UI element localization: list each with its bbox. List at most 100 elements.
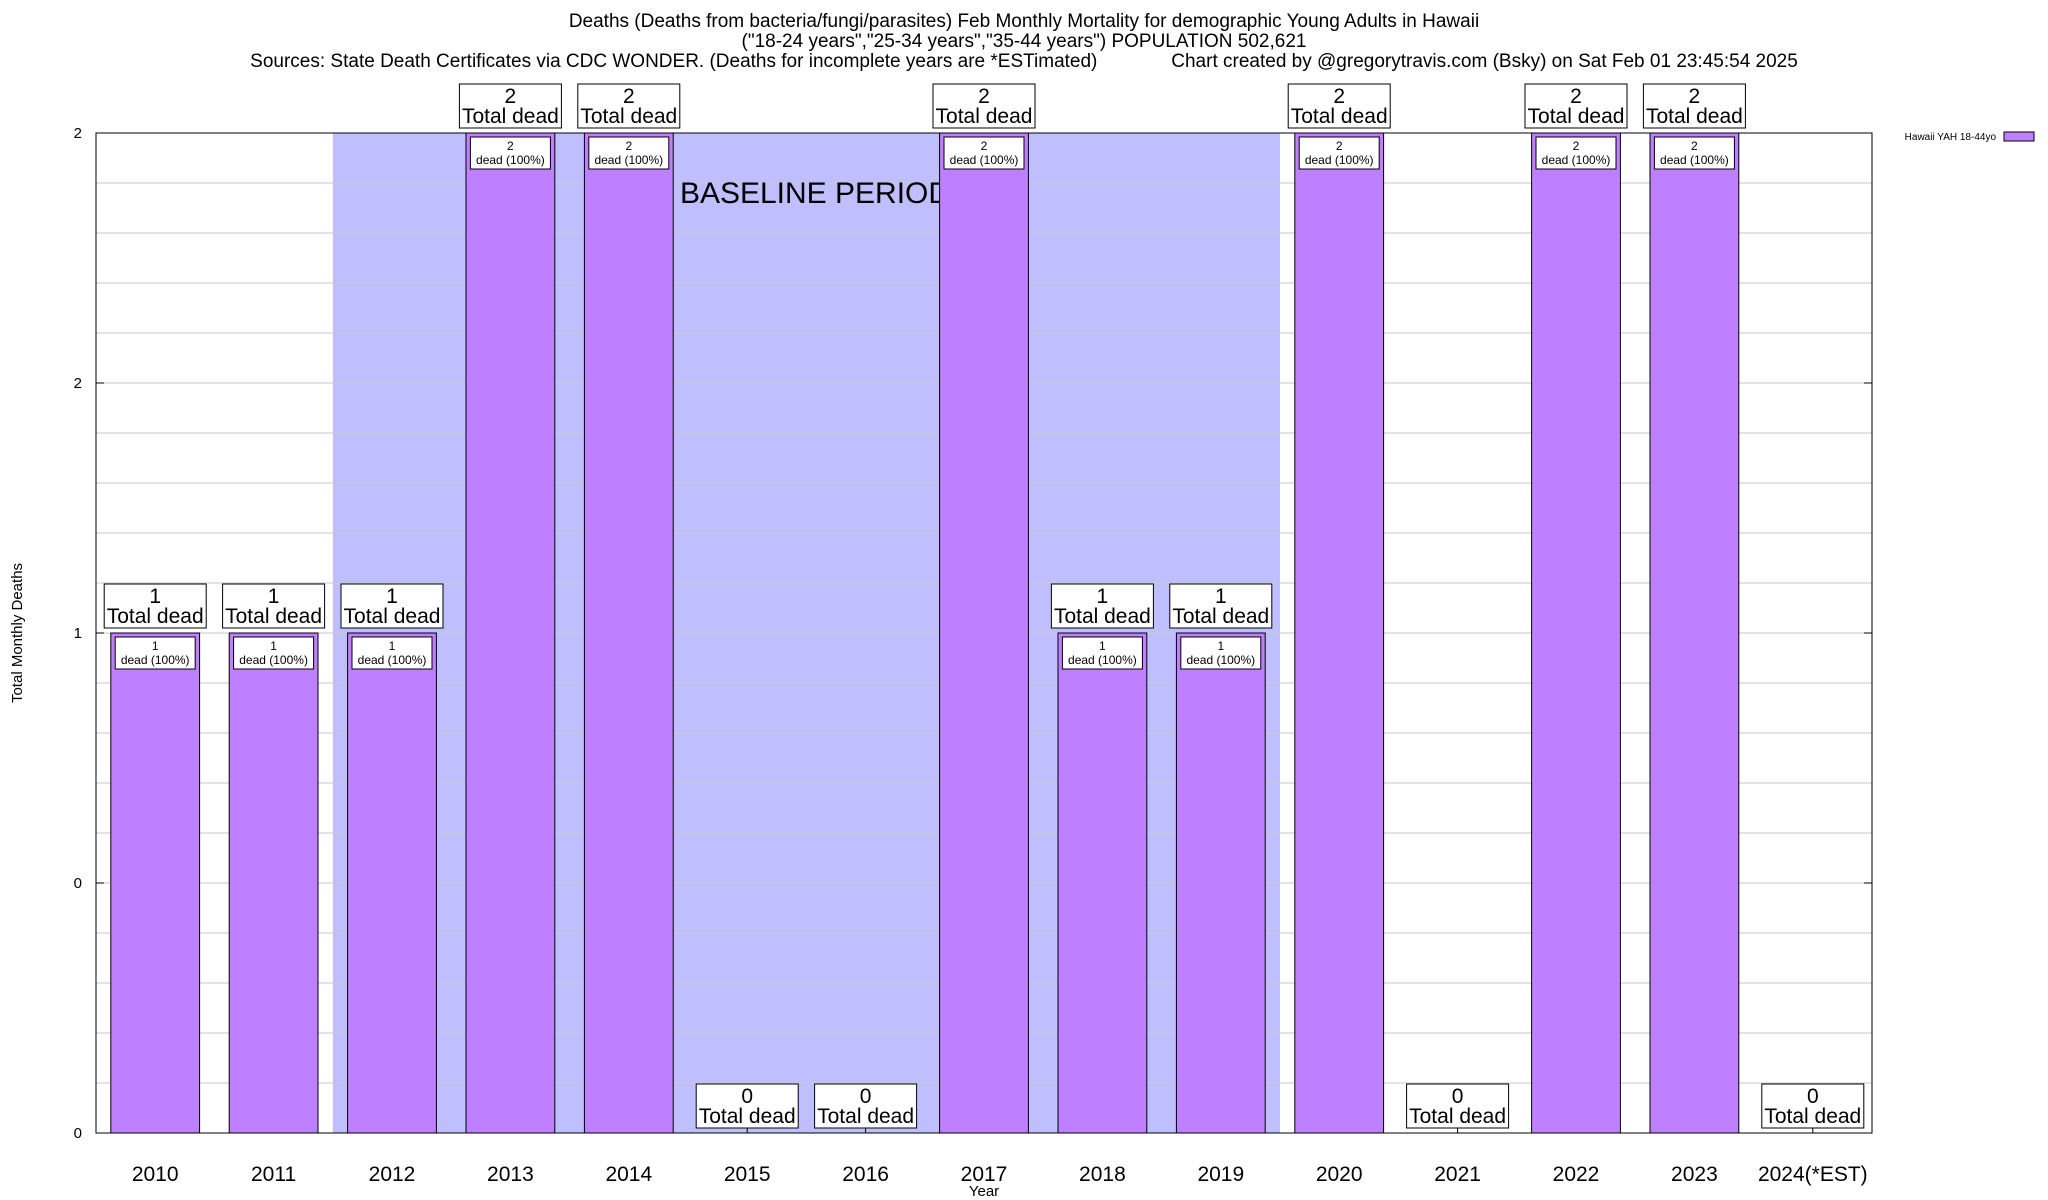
y-tick-label: 0 <box>74 1125 82 1142</box>
bar-total-value: 0 <box>1807 1085 1819 1108</box>
bar-inner-value: 1 <box>1217 639 1224 653</box>
bar-total-label-box <box>1050 583 1154 629</box>
bar-inner-percent: dead (100%) <box>1542 153 1611 167</box>
bar-inner-percent: dead (100%) <box>476 153 545 167</box>
bar-inner-value: 2 <box>1691 139 1698 153</box>
bar-total-suffix: Total dead <box>1172 605 1269 628</box>
bar-inner-percent: dead (100%) <box>239 653 308 667</box>
bar-inner-percent: dead (100%) <box>358 653 427 667</box>
bar <box>228 632 319 1134</box>
bar-total-value: 0 <box>1452 1085 1464 1108</box>
bar-total-suffix: Total dead <box>462 105 559 128</box>
x-tick-label: 2017 <box>961 1163 1008 1186</box>
bar-total-value: 1 <box>386 585 398 608</box>
bar-total-suffix: Total dead <box>1291 105 1388 128</box>
x-tick-label: 2023 <box>1671 1163 1718 1186</box>
bar-total-value: 1 <box>1097 585 1109 608</box>
bar-total-suffix: Total dead <box>225 605 322 628</box>
bar-inner-percent: dead (100%) <box>1068 653 1137 667</box>
bar <box>939 132 1029 1134</box>
bar-inner-value: 1 <box>152 639 159 653</box>
bar-inner-label-box <box>1653 136 1735 170</box>
bar-inner-label-box <box>1535 136 1617 170</box>
x-tick-label: 2012 <box>369 1163 416 1186</box>
bar-total-value: 2 <box>623 85 635 108</box>
y-tick-label: 0 <box>74 875 82 892</box>
bar-total-value: 1 <box>149 585 161 608</box>
bar-total-label-box <box>932 83 1036 129</box>
bar <box>110 632 201 1134</box>
bar-total-suffix: Total dead <box>344 605 441 628</box>
bar-inner-percent: dead (100%) <box>594 153 663 167</box>
bar-inner-value: 1 <box>389 639 396 653</box>
bar-total-label-box <box>577 83 681 129</box>
bar-inner-percent: dead (100%) <box>1305 153 1374 167</box>
bar-total-value: 2 <box>1570 85 1582 108</box>
bar-total-suffix: Total dead <box>1054 605 1151 628</box>
bar-total-suffix: Total dead <box>817 1105 914 1128</box>
y-axis-title: Total Monthly Deaths <box>9 563 26 703</box>
bar-inner-label-box <box>943 136 1025 170</box>
bar-total-label-box <box>1287 83 1391 129</box>
bar-total-suffix: Total dead <box>1646 105 1743 128</box>
x-tick-label: 2010 <box>132 1163 179 1186</box>
bar <box>1649 132 1740 1134</box>
bar-inner-value: 1 <box>270 639 277 653</box>
y-tick-label: 2 <box>74 125 82 142</box>
bar-total-label-box <box>1524 83 1628 129</box>
x-tick-label: 2011 <box>251 1163 296 1186</box>
y-tick-label: 1 <box>74 625 82 642</box>
bar-inner-value: 2 <box>981 139 988 153</box>
chart-source-line: Sources: State Death Certificates via CD… <box>250 51 1798 72</box>
chart-title-block: Deaths (Deaths from bacteria/fungi/paras… <box>0 12 2048 72</box>
chart-title: Deaths (Deaths from bacteria/fungi/paras… <box>568 11 1480 32</box>
bar-total-value: 2 <box>1333 85 1345 108</box>
bar-total-suffix: Total dead <box>1409 1105 1506 1128</box>
x-tick-label: 2020 <box>1316 1163 1363 1186</box>
bar-total-label-box <box>103 583 207 629</box>
bar-inner-value: 2 <box>507 139 514 153</box>
x-tick-label: 2019 <box>1197 1163 1244 1186</box>
x-axis-title: Year <box>969 1183 999 1200</box>
x-tick-label: 2015 <box>724 1163 771 1186</box>
bar-total-value: 1 <box>1215 585 1227 608</box>
bar <box>1175 632 1266 1134</box>
bar-total-suffix: Total dead <box>107 605 204 628</box>
bar-inner-label-box <box>1061 636 1143 670</box>
bar-total-suffix: Total dead <box>936 105 1033 128</box>
x-tick-label: 2013 <box>487 1163 534 1186</box>
bar-total-value: 0 <box>860 1085 872 1108</box>
bar <box>1531 132 1621 1134</box>
x-tick-label: 2016 <box>842 1163 889 1186</box>
bar-inner-percent: dead (100%) <box>1660 153 1729 167</box>
legend-label: Hawaii YAH 18-44yo <box>1905 132 1997 143</box>
bar-total-label-box <box>695 1083 799 1129</box>
bar-total-label-box <box>458 83 562 129</box>
bar-inner-value: 2 <box>625 139 632 153</box>
bar-total-label-box <box>1642 83 1746 129</box>
bar-total-value: 2 <box>1689 85 1701 108</box>
bar <box>465 132 556 1134</box>
legend-swatch <box>2003 131 2035 142</box>
bar-inner-label-box <box>114 636 196 670</box>
bar-inner-value: 2 <box>1573 139 1580 153</box>
bar-total-label-box <box>1169 583 1273 629</box>
bar-total-suffix: Total dead <box>1764 1105 1861 1128</box>
x-tick-label: 2014 <box>605 1163 652 1186</box>
x-tick-label: 2021 <box>1434 1163 1481 1186</box>
bar-inner-label-box <box>1180 636 1262 670</box>
bar-total-value: 2 <box>505 85 517 108</box>
bar-inner-percent: dead (100%) <box>950 153 1019 167</box>
bar-total-label-box <box>1761 1083 1865 1129</box>
bar-inner-label-box <box>469 136 551 170</box>
bar-total-label-box <box>340 583 444 629</box>
x-tick-label: 2024(*EST) <box>1758 1163 1868 1186</box>
bar-total-value: 1 <box>268 585 280 608</box>
bar-total-suffix: Total dead <box>1528 105 1625 128</box>
bar-total-label-box <box>814 1083 918 1129</box>
bar-total-value: 2 <box>978 85 990 108</box>
bar <box>347 632 437 1134</box>
baseline-period-label: BASELINE PERIOD <box>680 177 950 210</box>
bar-inner-value: 1 <box>1099 639 1106 653</box>
